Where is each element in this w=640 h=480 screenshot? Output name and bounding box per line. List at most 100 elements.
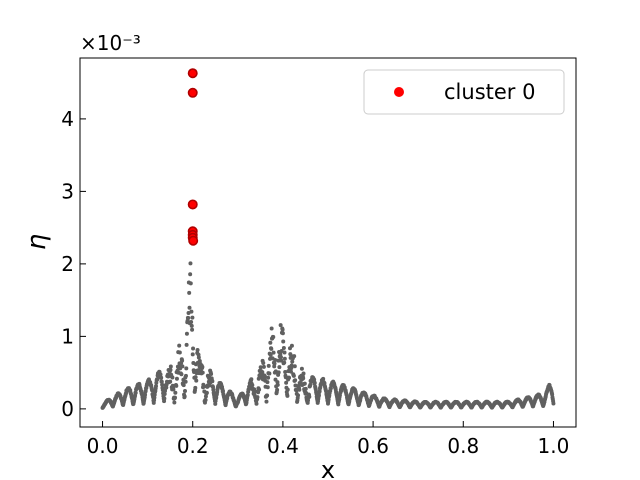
- background-point: [200, 365, 205, 369]
- background-point: [293, 383, 298, 388]
- background-point: [189, 323, 194, 328]
- background-point: [265, 393, 270, 398]
- background-point: [280, 331, 285, 336]
- background-point: [287, 375, 292, 380]
- background-point: [162, 392, 167, 397]
- background-point: [299, 366, 304, 371]
- background-point: [271, 335, 276, 340]
- background-point: [168, 364, 173, 369]
- background-point: [193, 375, 198, 380]
- background-point: [171, 387, 176, 392]
- background-point: [551, 401, 556, 406]
- background-point: [211, 387, 216, 392]
- background-point: [143, 392, 148, 397]
- background-point: [278, 355, 283, 360]
- background-point: [284, 380, 289, 385]
- background-point: [191, 346, 196, 351]
- background-point: [268, 340, 273, 345]
- background-point: [187, 305, 192, 310]
- background-point: [162, 396, 167, 401]
- background-point: [184, 342, 189, 347]
- background-point: [249, 377, 254, 382]
- background-point: [272, 361, 277, 366]
- background-point: [194, 378, 199, 383]
- background-point: [196, 355, 201, 360]
- background-point: [183, 379, 188, 384]
- background-point: [289, 343, 294, 348]
- background-point: [190, 327, 195, 332]
- background-point: [282, 356, 287, 361]
- background-point: [303, 386, 308, 391]
- background-point: [292, 364, 297, 369]
- background-point: [173, 395, 178, 400]
- y-tick-label: 2: [61, 252, 74, 276]
- background-point: [184, 366, 189, 371]
- background-point: [154, 384, 159, 389]
- cluster-points-layer: [187, 68, 199, 246]
- cluster-0-point: [187, 87, 198, 98]
- background-point: [267, 371, 272, 376]
- background-point: [285, 387, 290, 392]
- legend: cluster 0: [363, 69, 565, 115]
- background-point: [291, 373, 296, 378]
- background-point: [271, 350, 276, 355]
- background-point: [289, 363, 294, 368]
- background-point: [255, 395, 260, 400]
- background-point: [200, 370, 205, 375]
- background-point: [275, 382, 280, 387]
- background-point: [276, 370, 281, 375]
- background-point: [283, 369, 288, 374]
- background-point: [187, 290, 192, 295]
- y-tick-label: 3: [61, 179, 74, 203]
- background-point: [282, 350, 287, 355]
- background-point: [257, 387, 262, 392]
- background-point: [281, 346, 286, 351]
- background-point: [290, 359, 295, 364]
- background-point: [173, 390, 178, 395]
- background-point: [316, 393, 321, 398]
- x-tick-label: 0.2: [177, 434, 209, 458]
- background-point: [179, 372, 184, 377]
- background-point: [308, 382, 313, 387]
- background-point: [279, 358, 284, 363]
- background-point: [301, 376, 306, 381]
- x-axis-ticks: 0.0 0.2 0.4 0.6 0.8 1.0: [87, 421, 570, 458]
- x-tick-label: 0.4: [267, 434, 299, 458]
- background-point: [245, 393, 250, 398]
- background-point: [312, 377, 317, 382]
- background-point: [278, 323, 283, 328]
- y-tick-label: 0: [61, 397, 74, 421]
- background-point: [183, 373, 188, 378]
- background-point: [321, 376, 326, 381]
- background-point: [189, 320, 194, 325]
- x-axis-label: x: [321, 456, 335, 480]
- background-point: [190, 352, 195, 357]
- background-point: [266, 363, 271, 368]
- background-point: [269, 346, 274, 351]
- background-point: [282, 360, 287, 365]
- background-point: [265, 380, 270, 385]
- legend-label-cluster-0: cluster 0: [444, 80, 535, 104]
- background-point: [285, 393, 290, 398]
- background-point: [209, 372, 214, 376]
- background-point: [275, 387, 280, 392]
- background-point: [250, 383, 255, 388]
- background-point: [307, 394, 312, 399]
- background-point: [181, 383, 186, 388]
- y-axis-scale-label: ×10⁻³: [80, 31, 141, 55]
- background-point: [207, 383, 212, 388]
- background-point: [160, 382, 165, 387]
- background-point: [168, 379, 173, 384]
- background-point: [188, 272, 193, 277]
- background-point: [312, 380, 317, 385]
- background-point: [159, 379, 164, 384]
- background-point: [195, 347, 200, 352]
- background-point: [158, 372, 163, 377]
- background-point: [256, 376, 261, 381]
- background-point: [172, 400, 177, 405]
- background-point: [280, 327, 285, 332]
- background-point: [180, 358, 185, 363]
- x-tick-label: 1.0: [538, 434, 570, 458]
- background-point: [302, 381, 307, 386]
